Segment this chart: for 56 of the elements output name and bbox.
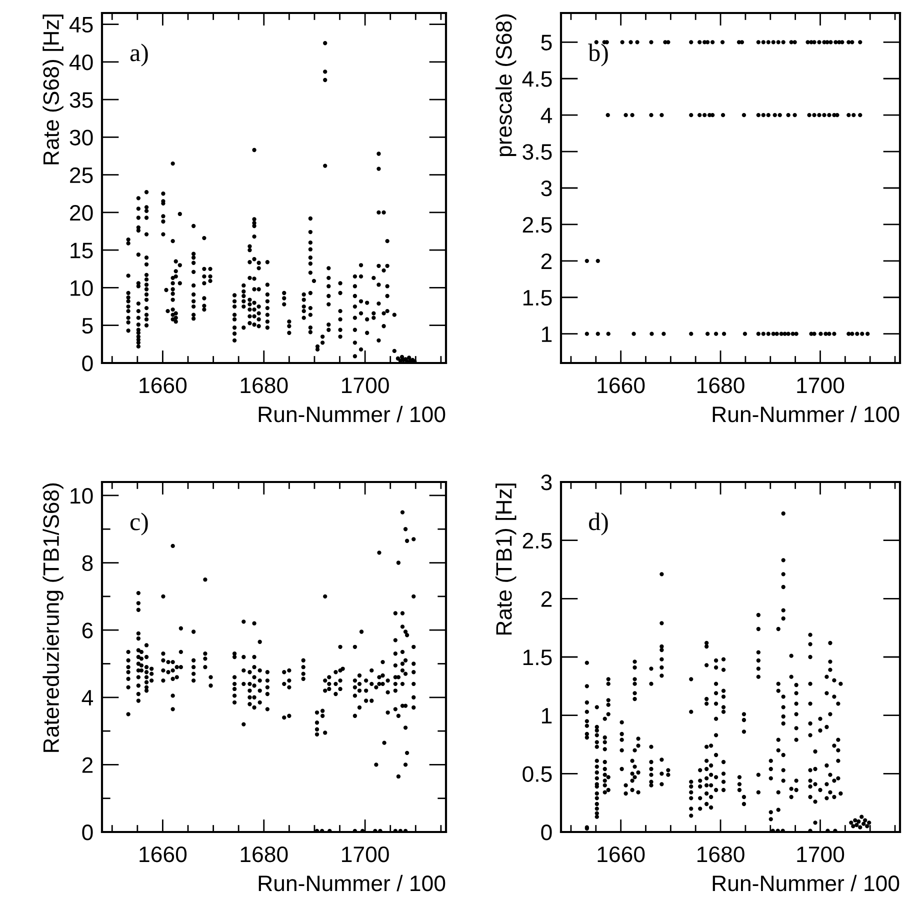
y-tick-label: 0.5 — [522, 766, 552, 782]
x-axis-title: Run-Nummer / 100 — [258, 406, 446, 422]
y-tick-label: 10 — [70, 280, 93, 296]
y-tick-label: 30 — [70, 130, 93, 146]
y-axis-title: Ratereduzierung (TB1/S68) — [42, 483, 64, 752]
x-tick-label: 1680 — [240, 377, 288, 394]
y-tick-label: 2 — [82, 757, 93, 773]
y-tick-label: 0 — [541, 824, 552, 840]
annotation: d) — [589, 512, 608, 536]
y-tick-label: 25 — [70, 167, 93, 184]
x-axis-title: Run-Nummer / 100 — [258, 874, 446, 892]
y-tick-label: 2 — [541, 253, 552, 269]
y-tick-label: 3 — [541, 180, 552, 196]
y-tick-label: 2.5 — [522, 532, 552, 549]
y-tick-label: 1.5 — [523, 290, 552, 306]
y-axis-title: Rate (TB1) [Hz] — [496, 484, 516, 635]
x-tick-label: 1660 — [598, 846, 645, 862]
y-tick-label: 45 — [69, 17, 93, 33]
y-tick-label: 3 — [541, 474, 552, 490]
x-tick-label: 1660 — [598, 377, 645, 394]
x-tick-label: 1660 — [140, 377, 187, 394]
y-tick-label: 5 — [82, 318, 93, 334]
annotation: c) — [130, 512, 148, 536]
x-axis-title: Run-Nummer / 100 — [712, 406, 900, 422]
x-tick-label: 1700 — [342, 377, 389, 394]
y-axis-title: prescale (S68) — [496, 14, 516, 156]
y-tick-label: 2.5 — [522, 216, 552, 233]
x-tick-label: 1680 — [698, 377, 744, 394]
y-tick-label: 8 — [82, 555, 93, 572]
y-axis-title: Rate (S68) [Hz] — [42, 14, 64, 164]
x-tick-label: 1680 — [240, 846, 288, 862]
y-tick-label: 0 — [82, 824, 93, 840]
x-tick-label: 1700 — [342, 846, 389, 862]
y-tick-label: 10 — [70, 488, 93, 504]
y-tick-label: 5 — [541, 34, 552, 50]
y-tick-label: 1 — [542, 708, 552, 724]
x-axis-title: Run-Nummer / 100 — [712, 874, 900, 892]
y-tick-label: 40 — [69, 54, 93, 70]
x-tick-label: 1680 — [698, 846, 744, 862]
y-tick-label: 1 — [542, 326, 552, 342]
x-tick-label: 1660 — [140, 846, 187, 862]
y-tick-label: 35 — [70, 92, 93, 108]
y-tick-label: 4 — [540, 108, 552, 124]
x-tick-label: 1700 — [797, 377, 844, 394]
annotation: b) — [588, 44, 608, 66]
y-tick-label: 0 — [82, 356, 93, 372]
y-tick-label: 4 — [82, 690, 94, 706]
x-tick-label: 1700 — [797, 846, 844, 862]
y-tick-label: 20 — [70, 204, 93, 221]
y-tick-label: 2 — [541, 591, 552, 607]
y-tick-label: 1.5 — [523, 650, 552, 666]
y-tick-label: 6 — [82, 622, 93, 638]
y-tick-label: 4.5 — [522, 71, 552, 87]
y-tick-label: 3.5 — [522, 144, 552, 160]
y-tick-label: 15 — [70, 242, 93, 258]
annotation: a) — [130, 44, 148, 66]
